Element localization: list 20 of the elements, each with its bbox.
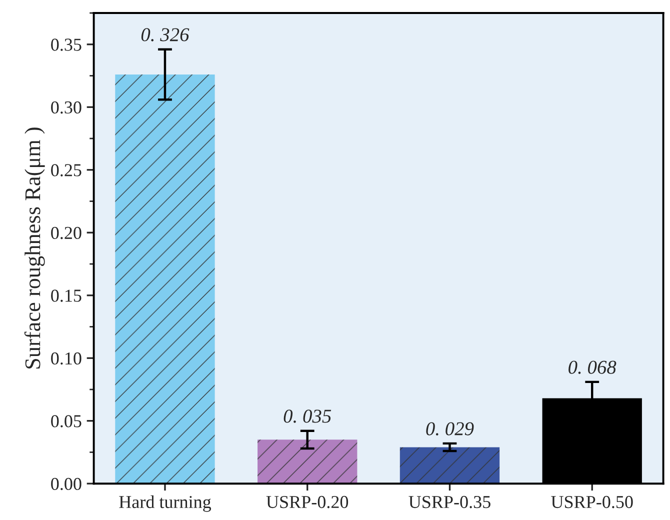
x-tick-label: USRP-0.50 [551,496,633,508]
y-axis-title: Surface roughness Ra(μm ) [24,128,45,368]
data-label: 0. 068 [568,360,616,374]
data-label: 0. 035 [284,410,332,423]
x-tick-label: USRP-0.35 [408,496,490,508]
y-tick-label: 0.20 [51,226,82,240]
y-tick-label: 0.35 [51,38,82,51]
bar [115,74,215,484]
y-tick-label: 0.15 [51,290,82,302]
y-tick-label: 0.25 [51,164,82,176]
bar [400,447,500,484]
data-label: 0. 326 [141,28,190,42]
data-label: 0. 029 [426,422,474,436]
y-tick-label: 0.05 [51,415,82,428]
y-tick-label: 0.10 [51,352,82,365]
x-tick-label: Hard turning [119,495,212,512]
y-tick-label: 0.30 [51,101,82,114]
bar [258,440,358,484]
y-tick-label: 0.00 [51,478,82,490]
x-tick-label: USRP-0.20 [266,496,348,508]
